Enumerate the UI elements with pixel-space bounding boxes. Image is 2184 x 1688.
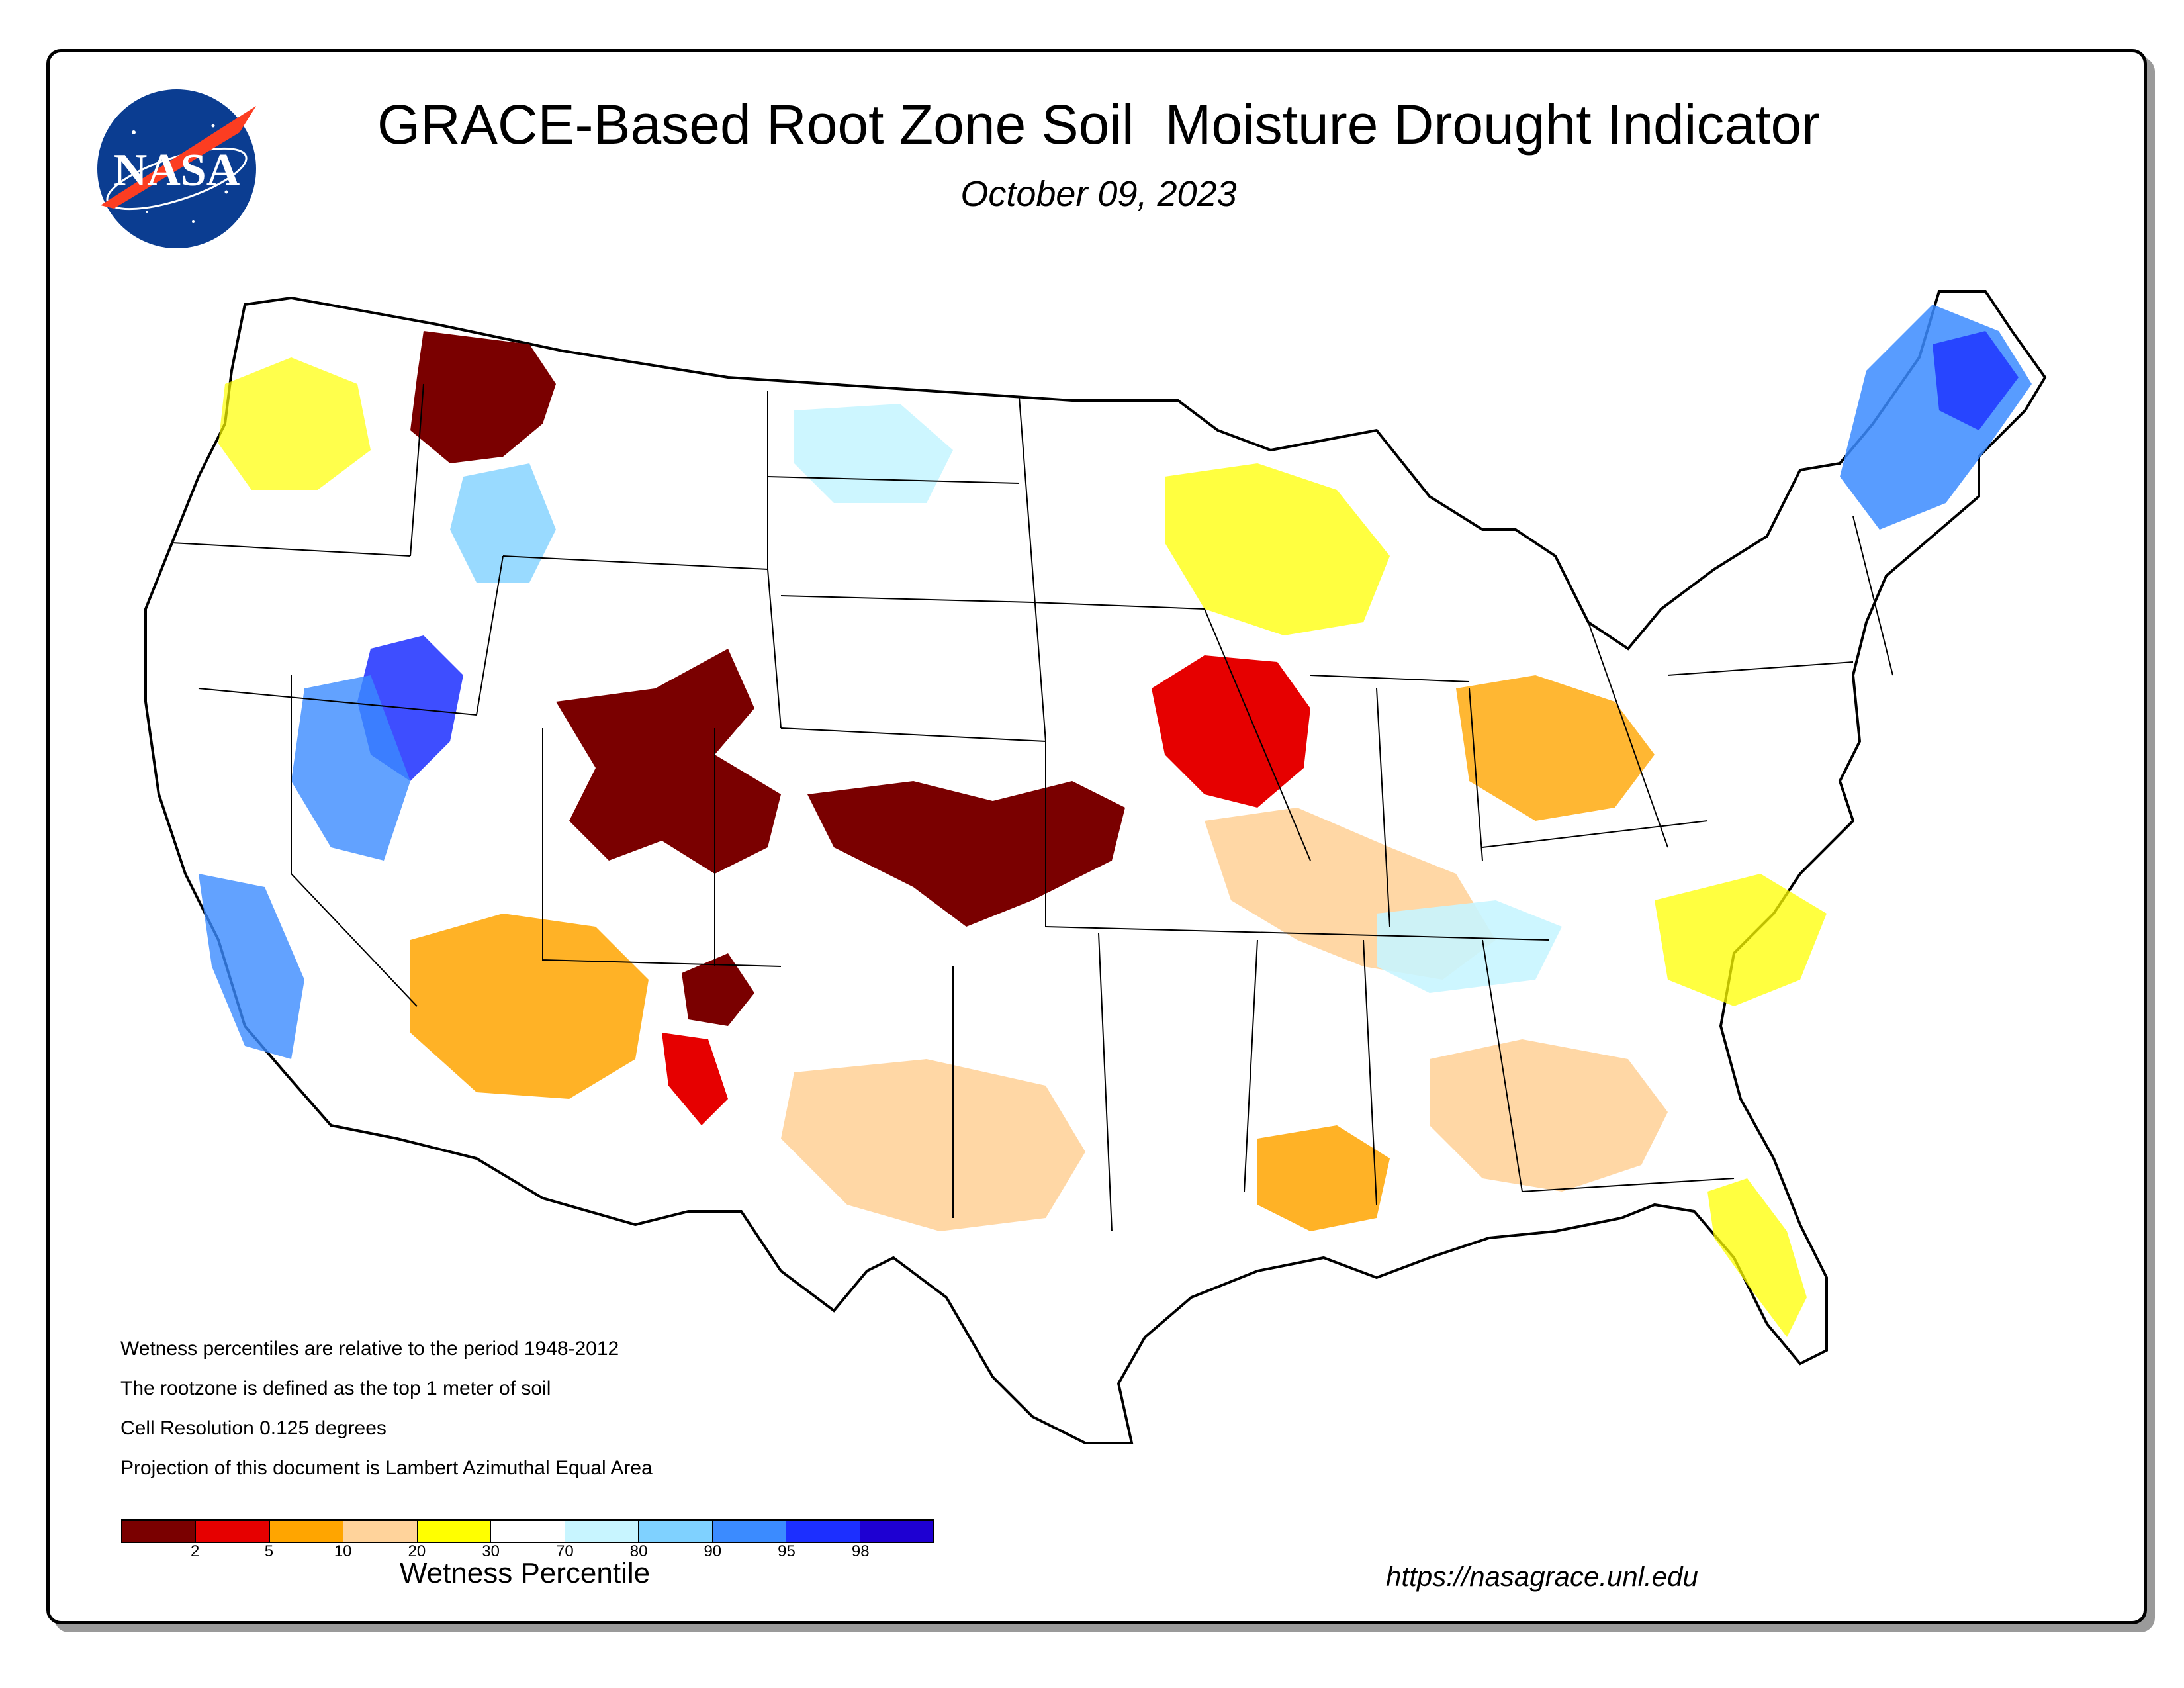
us-drought-map	[144, 290, 2047, 1444]
legend-swatch	[196, 1521, 270, 1542]
nasa-logo-text: NASA	[114, 145, 240, 196]
legend-swatch	[122, 1521, 197, 1542]
moderate-northwest	[218, 357, 371, 490]
legend-tick-label: 80	[629, 1542, 648, 1560]
note-resolution: Cell Resolution 0.125 degrees	[120, 1417, 387, 1439]
legend-swatch	[343, 1521, 418, 1542]
drought-new-mexico	[682, 953, 754, 1026]
nasa-logo: NASA	[97, 89, 256, 248]
color-legend-ticks: 2 5 10 20 30 70 80 90 95 98	[121, 1542, 934, 1569]
drought-west-rockies	[556, 649, 781, 874]
map-title: GRACE-Based Root Zone Soil Moisture Drou…	[377, 93, 1821, 156]
dry-gulf	[1257, 1125, 1390, 1231]
note-rootzone: The rootzone is defined as the top 1 met…	[120, 1378, 551, 1399]
drought-montana	[410, 331, 556, 463]
note-period: Wetness percentiles are relative to the …	[120, 1338, 619, 1360]
legend-tick-label: 90	[704, 1542, 722, 1560]
legend-tick-label: 95	[778, 1542, 796, 1560]
moderate-florida	[1707, 1178, 1807, 1337]
moderate-carolinas	[1655, 874, 1827, 1006]
map-date: October 09, 2023	[960, 174, 1237, 214]
note-projection: Projection of this document is Lambert A…	[120, 1457, 653, 1479]
map-fill-regions	[144, 290, 2047, 1444]
legend-tick-label: 20	[408, 1542, 426, 1560]
wet-new-england	[1840, 305, 2032, 530]
legend-swatch	[712, 1521, 787, 1542]
wet-idaho	[450, 463, 556, 583]
color-legend-title: Wetness Percentile	[399, 1557, 651, 1589]
dry-southwest	[410, 914, 649, 1099]
wet-nevada	[291, 675, 410, 861]
legend-swatch	[786, 1521, 860, 1542]
wet-tennessee	[1377, 900, 1562, 993]
legend-swatch	[639, 1521, 713, 1542]
drought-texas-border	[662, 1033, 728, 1125]
legend-swatch	[565, 1521, 639, 1542]
map-notes: Wetness percentiles are relative to the …	[120, 1329, 653, 1488]
dry-southeast	[1430, 1039, 1668, 1192]
source-url-link[interactable]: https://nasagrace.unl.edu	[1386, 1561, 1698, 1592]
legend-swatch	[491, 1521, 565, 1542]
legend-swatch	[269, 1521, 344, 1542]
moderate-plains	[1165, 463, 1390, 635]
legend-swatch	[860, 1521, 933, 1542]
legend-tick-label: 10	[334, 1542, 352, 1560]
wet-maine	[1933, 331, 2019, 430]
state-borders	[171, 383, 1893, 1232]
legend-tick-label: 70	[556, 1542, 574, 1560]
legend-tick-label: 5	[264, 1542, 274, 1560]
legend-tick-label: 98	[851, 1542, 870, 1560]
legend-swatch	[417, 1521, 492, 1542]
dry-texas	[781, 1059, 1085, 1231]
dry-ohio-valley	[1456, 675, 1655, 821]
color-legend-bar	[121, 1519, 934, 1543]
wet-california	[199, 874, 304, 1059]
drought-iowa	[1152, 655, 1310, 808]
legend-tick-label: 2	[191, 1542, 200, 1560]
legend-tick-label: 30	[482, 1542, 500, 1560]
